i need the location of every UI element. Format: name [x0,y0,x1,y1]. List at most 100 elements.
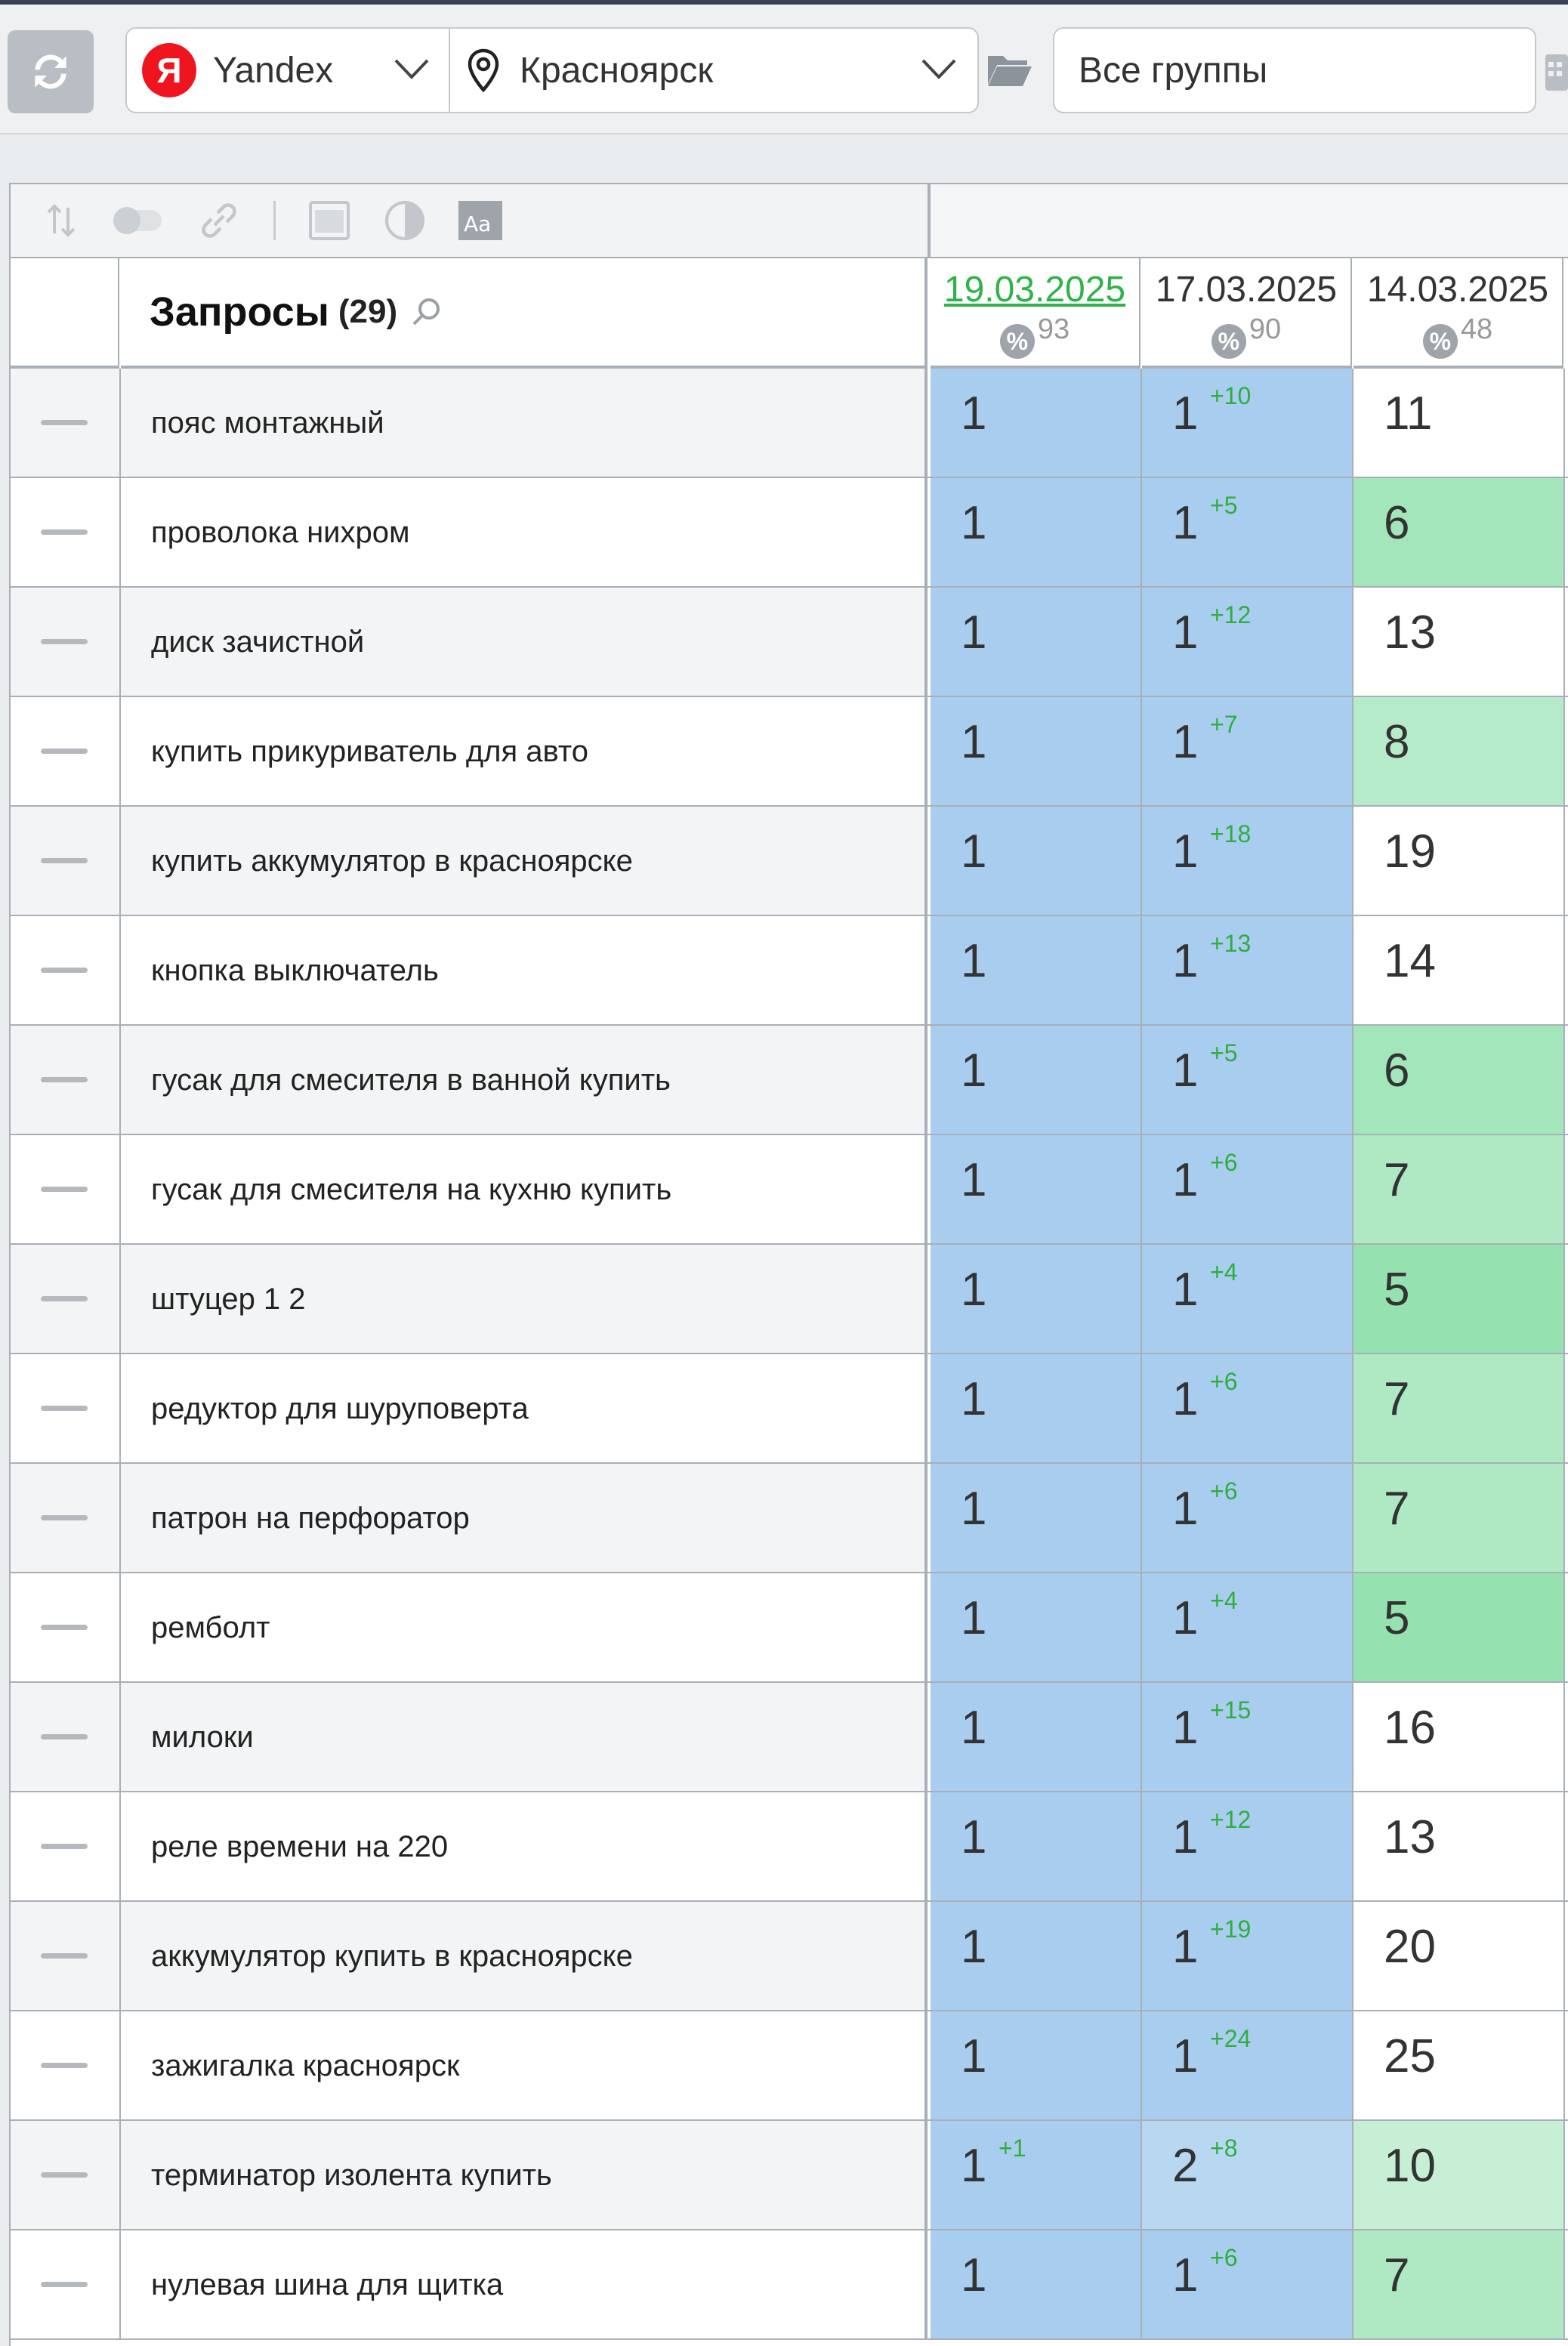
query-cell[interactable]: реле времени на 220 [121,1792,928,1900]
position-cell[interactable]: 1 [931,1683,1142,1791]
table-row[interactable]: кнопка выключатель 1 1 +13 14 [11,916,1568,1026]
table-row[interactable]: ремболт 1 1 +4 5 [11,1573,1568,1683]
date-column-header[interactable]: 14.03.2025% 48 [1353,258,1563,369]
position-cell[interactable]: 1 +5 [1142,478,1353,586]
query-cell[interactable]: милоки [121,1683,928,1791]
drag-handle[interactable] [11,478,121,586]
query-cell[interactable]: терминатор изолента купить [121,2121,928,2229]
queries-column-header[interactable]: Запросы (29) [121,258,928,369]
drag-handle[interactable] [11,588,121,696]
position-cell[interactable]: 14 [1353,916,1565,1024]
date-label[interactable]: 14.03.2025 [1366,270,1549,310]
position-cell[interactable]: 1 +15 [1142,1683,1353,1791]
position-cell[interactable]: 7 [1353,1464,1565,1572]
drag-handle[interactable] [11,1464,121,1572]
position-cell[interactable]: 2 +8 [1142,2121,1353,2229]
position-cell[interactable]: 1 [931,807,1142,915]
position-cell[interactable]: 1 +10 [1142,369,1353,477]
table-row[interactable]: гусак для смесителя на кухню купить 1 1 +6 7 [11,1135,1568,1245]
position-cell[interactable]: 19 [1353,807,1565,915]
position-cell[interactable]: 1 +6 [1142,2230,1353,2338]
position-cell[interactable]: 1 +12 [1142,1792,1353,1900]
calendar-icon[interactable] [1544,50,1568,94]
region-select[interactable]: Красноярск [450,29,979,112]
drag-handle[interactable] [11,1354,121,1462]
position-cell[interactable]: 1 [931,1902,1142,2010]
query-cell[interactable]: пояс монтажный [121,369,928,477]
groups-select[interactable]: Все группы [1053,27,1536,113]
position-cell[interactable]: 1 [931,1026,1142,1134]
drag-handle[interactable] [11,916,121,1024]
position-cell[interactable]: 6 [1353,478,1565,586]
table-row[interactable]: аккумулятор купить в красноярске 1 1 +19 20 [11,1902,1568,2011]
position-cell[interactable]: 7 [1353,1135,1565,1243]
drag-handle[interactable] [11,1135,121,1243]
position-cell[interactable]: 25 [1353,2011,1565,2119]
table-row[interactable]: проволока нихром 1 1 +5 6 [11,478,1568,588]
position-cell[interactable]: 1 [931,1792,1142,1900]
query-cell[interactable]: купить аккумулятор в красноярске [121,807,928,915]
folder-open-icon[interactable] [986,50,1033,89]
position-cell[interactable]: 1 [931,1135,1142,1243]
drag-handle[interactable] [11,2011,121,2119]
position-cell[interactable]: 1 +24 [1142,2011,1353,2119]
position-cell[interactable]: 5 [1353,1573,1565,1681]
drag-handle[interactable] [11,2230,121,2338]
position-cell[interactable]: 1 [931,588,1142,696]
position-cell[interactable]: 1 +4 [1142,1573,1353,1681]
position-cell[interactable]: 16 [1353,1683,1565,1791]
drag-handle[interactable] [11,807,121,915]
position-cell[interactable]: 13 [1353,1792,1565,1900]
search-engine-select[interactable]: Я Yandex [127,29,450,112]
table-row[interactable]: диск зачистной 1 1 +12 13 [11,588,1568,697]
position-cell[interactable]: 20 [1353,1902,1565,2010]
table-row[interactable]: терминатор изолента купить 1 +1 2 +8 10 [11,2121,1568,2230]
position-cell[interactable]: 1 [931,1354,1142,1462]
position-cell[interactable]: 1 [931,916,1142,1024]
position-cell[interactable]: 1 [931,2011,1142,2119]
position-cell[interactable]: 1 [931,1245,1142,1353]
sort-icon[interactable] [42,202,80,239]
position-cell[interactable]: 1 +5 [1142,1026,1353,1134]
drag-handle[interactable] [11,1573,121,1681]
position-cell[interactable]: 7 [1353,1354,1565,1462]
date-label[interactable]: 17.03.2025 [1155,270,1338,310]
drag-handle[interactable] [11,2121,121,2229]
drag-handle[interactable] [11,1792,121,1900]
position-cell[interactable]: 1 +6 [1142,1464,1353,1572]
query-cell[interactable]: редуктор для шуруповерта [121,1354,928,1462]
position-cell[interactable]: 6 [1353,1026,1565,1134]
refresh-button[interactable] [8,30,94,113]
drag-handle[interactable] [11,1245,121,1353]
table-row[interactable]: пояс монтажный 1 1 +10 11 [11,369,1568,478]
query-cell[interactable]: нулевая шина для щитка [121,2230,928,2338]
position-cell[interactable]: 11 [1353,369,1565,477]
position-cell[interactable]: 5 [1353,1245,1565,1353]
drag-handle[interactable] [11,369,121,477]
query-cell[interactable]: аккумулятор купить в красноярске [121,1902,928,2010]
query-cell[interactable]: зажигалка красноярск [121,2011,928,2119]
query-cell[interactable]: кнопка выключатель [121,916,928,1024]
query-cell[interactable]: диск зачистной [121,588,928,696]
query-cell[interactable]: проволока нихром [121,478,928,586]
link-icon[interactable] [196,198,242,243]
table-row[interactable]: зажигалка красноярск 1 1 +24 25 [11,2011,1568,2121]
date-column-header[interactable]: 17.03.2025% 90 [1142,258,1352,369]
table-row[interactable]: купить прикуриватель для авто 1 1 +7 8 [11,697,1568,807]
font-size-icon[interactable]: Aa [458,201,502,240]
query-cell[interactable]: патрон на перфоратор [121,1464,928,1572]
position-cell[interactable]: 13 [1353,588,1565,696]
table-row[interactable]: редуктор для шуруповерта 1 1 +6 7 [11,1354,1568,1464]
date-label[interactable]: 19.03.2025 [943,270,1126,310]
query-cell[interactable]: ремболт [121,1573,928,1681]
position-cell[interactable]: 10 [1353,2121,1565,2229]
position-cell[interactable]: 8 [1353,697,1565,805]
position-cell[interactable]: 1 [931,1464,1142,1572]
table-row[interactable]: реле времени на 220 1 1 +12 13 [11,1792,1568,1902]
position-cell[interactable]: 1 +13 [1142,916,1353,1024]
position-cell[interactable]: 1 +18 [1142,807,1353,915]
table-row[interactable]: патрон на перфоратор 1 1 +6 7 [11,1464,1568,1573]
position-cell[interactable]: 1 [931,369,1142,477]
position-cell[interactable]: 1 [931,1573,1142,1681]
query-cell[interactable]: купить прикуриватель для авто [121,697,928,805]
